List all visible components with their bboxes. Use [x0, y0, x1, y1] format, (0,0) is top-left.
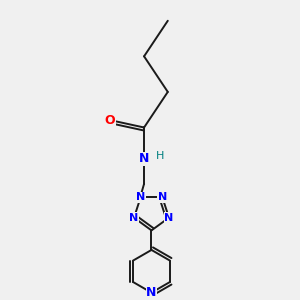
- Text: N: N: [129, 213, 139, 223]
- Text: H: H: [156, 151, 165, 161]
- Text: N: N: [164, 213, 174, 223]
- Text: N: N: [158, 192, 167, 202]
- Text: N: N: [139, 152, 149, 165]
- Text: N: N: [136, 192, 145, 202]
- Text: N: N: [146, 286, 157, 299]
- Text: O: O: [105, 114, 115, 127]
